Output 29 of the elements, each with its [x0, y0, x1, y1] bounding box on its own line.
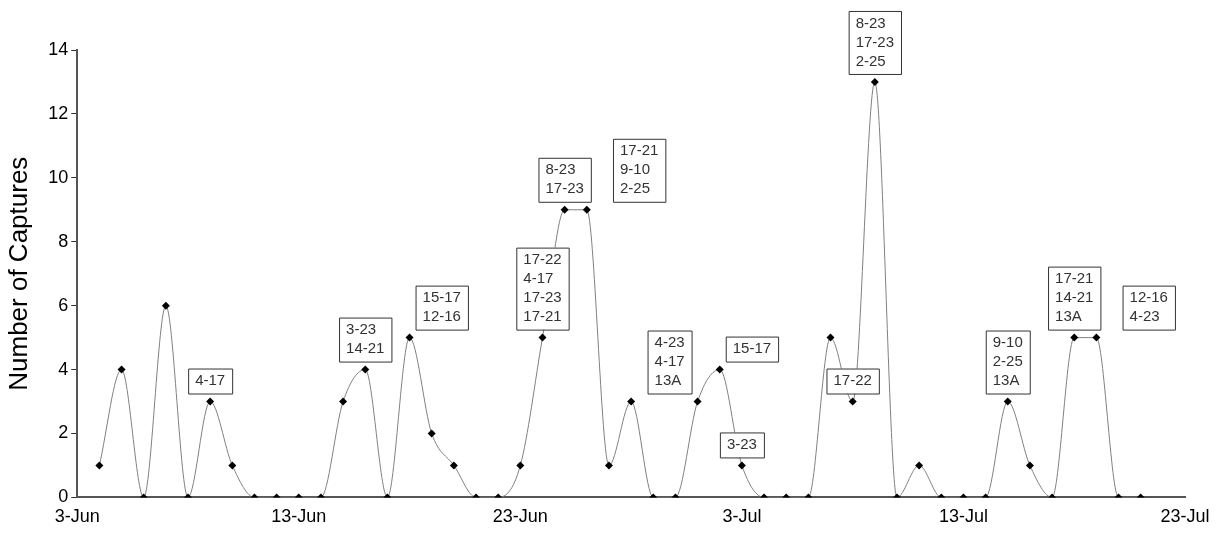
y-tick-label: 4: [58, 358, 69, 379]
annotation: 3-23: [726, 435, 757, 453]
annotation: 9-10 2-25 13A: [992, 333, 1023, 389]
x-tick-label: 13-Jul: [938, 506, 988, 527]
annotation: 17-22 4-17 17-23 17-21: [523, 250, 562, 325]
annotation: 8-23 17-23: [545, 160, 584, 197]
annotation: 4-17: [195, 371, 226, 389]
x-tick-label: 23-Jun: [492, 506, 548, 527]
x-tick-label: 3-Jun: [54, 506, 100, 527]
x-tick-label: 13-Jun: [271, 506, 327, 527]
y-tick-label: 6: [58, 294, 69, 315]
annotation: 12-16 4-23: [1129, 288, 1168, 325]
y-tick-label: 0: [58, 486, 69, 507]
y-axis-title: Number of Captures: [2, 156, 33, 391]
y-tick-label: 8: [58, 230, 69, 251]
y-tick-label: 12: [48, 102, 69, 123]
annotation: 3-23 14-21: [346, 320, 385, 357]
annotation: 8-23 17-23 2-25: [855, 13, 895, 69]
annotation: 17-22: [833, 371, 872, 389]
y-tick-label: 10: [48, 166, 69, 187]
x-tick-label: 3-Jul: [722, 506, 762, 527]
y-tick-label: 2: [58, 422, 69, 443]
annotation: 17-21 9-10 2-25: [619, 141, 659, 197]
y-tick-label: 14: [48, 38, 69, 59]
annotation: 15-17: [732, 339, 772, 357]
x-tick-label: 23-Jul: [1160, 506, 1210, 527]
annotation: 4-23 4-17 13A: [654, 333, 685, 389]
annotation: 15-17 12-16: [422, 288, 461, 325]
annotation: 17-21 14-21 13A: [1055, 269, 1094, 325]
